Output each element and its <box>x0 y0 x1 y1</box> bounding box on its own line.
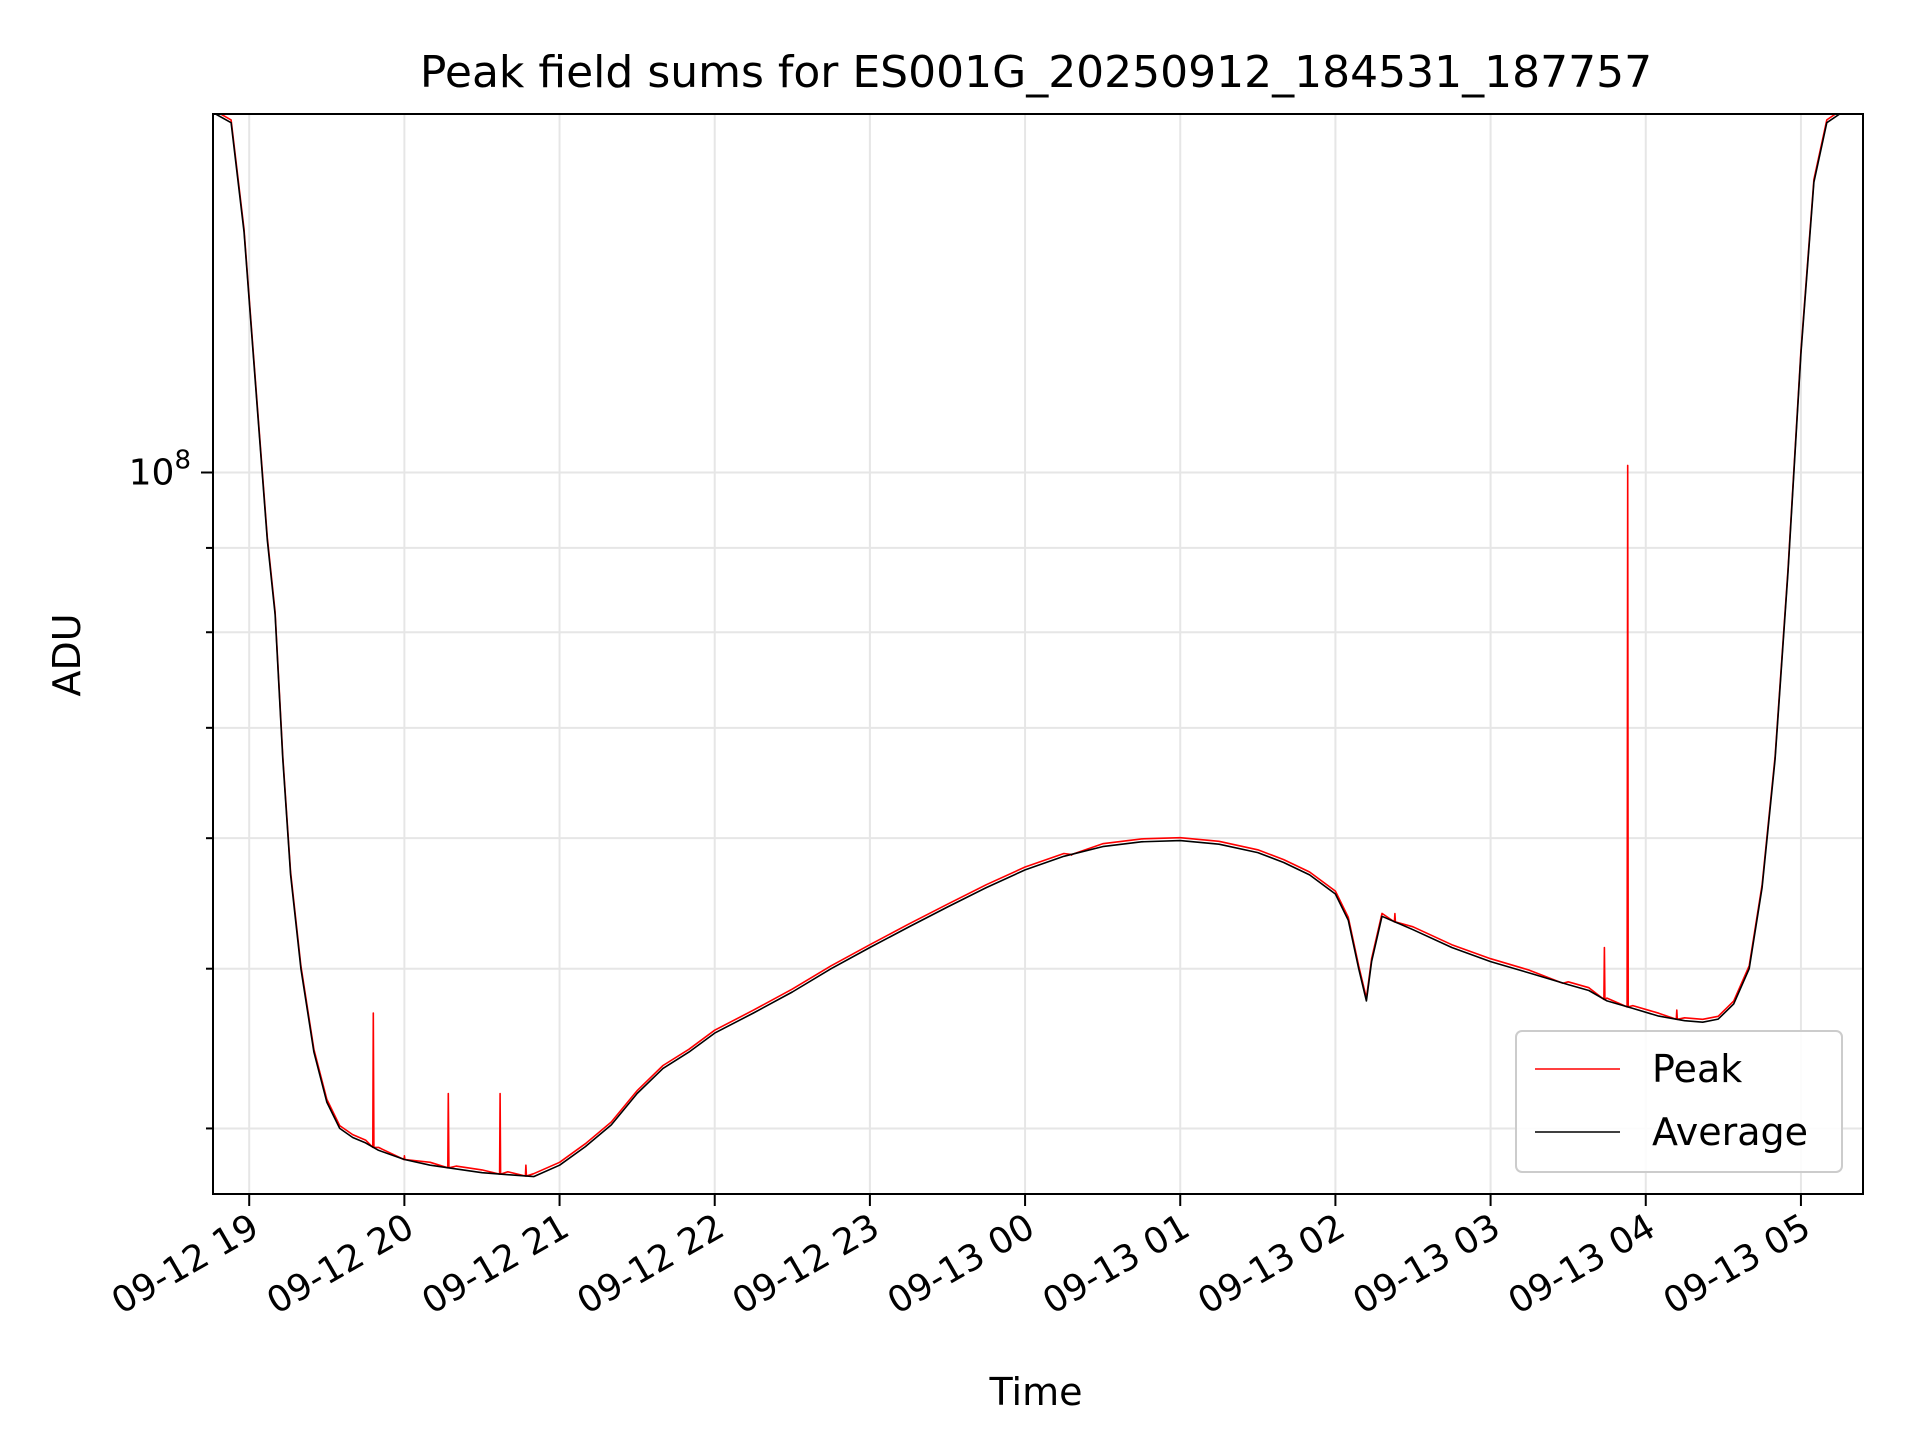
series-line-peak <box>219 114 1837 1177</box>
series-line-average <box>215 114 1841 1178</box>
y-tick-label: 108 <box>129 445 191 493</box>
plot-frame <box>212 113 1864 1195</box>
grid <box>213 114 1863 1194</box>
y-axis-label: ADU <box>45 613 89 696</box>
x-axis-label: Time <box>989 1370 1083 1414</box>
chart-title: Peak field sums for ES001G_20250912_1845… <box>420 47 1652 98</box>
legend-box <box>1515 1030 1843 1173</box>
y-axis: 108 <box>129 445 213 1130</box>
legend-label-average: Average <box>1652 1110 1808 1154</box>
legend: Peak Average <box>1515 1030 1843 1173</box>
legend-label-peak: Peak <box>1652 1047 1742 1091</box>
series-lines <box>215 114 1841 1178</box>
